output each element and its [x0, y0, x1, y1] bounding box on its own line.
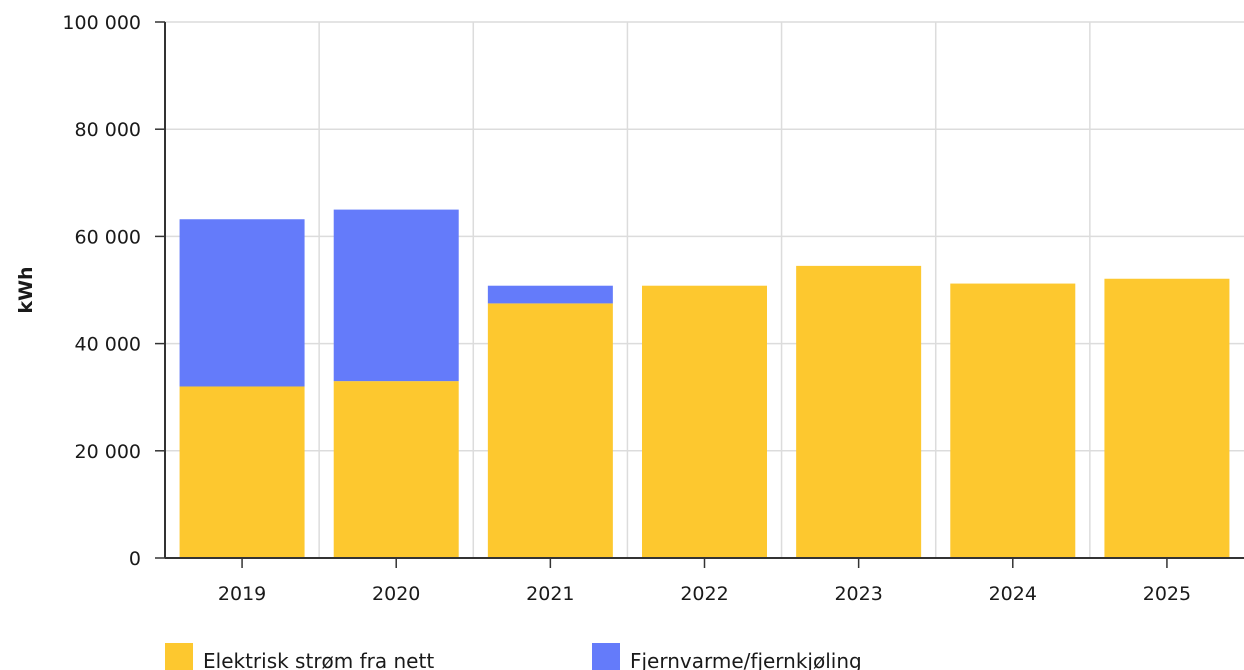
bar-elektrisk-strom-2024	[950, 283, 1076, 558]
y-tick-label: 20 000	[75, 441, 141, 463]
bar-elektrisk-strom-2025	[1104, 278, 1230, 558]
y-tick-label: 100 000	[62, 12, 141, 34]
y-tick-label: 80 000	[75, 119, 141, 141]
y-tick-label: 40 000	[75, 334, 141, 356]
bar-fjernvarme-2021	[487, 285, 613, 304]
x-tick-label: 2023	[834, 583, 882, 605]
y-axis-title: kWh	[15, 266, 37, 313]
bar-elektrisk-strom-2021	[487, 303, 613, 558]
legend[interactable]: Elektrisk strøm fra nett Fjernvarme/fjern…	[165, 643, 862, 670]
x-tick-label: 2020	[372, 583, 420, 605]
x-tick-label: 2025	[1143, 583, 1191, 605]
bar-fjernvarme-2019	[179, 219, 305, 387]
legend-item-fjernvarme[interactable]: Fjernvarme/fjernkjøling	[592, 643, 862, 670]
legend-item-elektrisk-strom[interactable]: Elektrisk strøm fra nett	[165, 643, 434, 670]
x-tick-label: 2021	[526, 583, 574, 605]
x-tick-label: 2024	[989, 583, 1037, 605]
x-tick-label: 2019	[218, 583, 266, 605]
x-tick-label: 2022	[680, 583, 728, 605]
bars	[179, 209, 1230, 558]
bar-fjernvarme-2020	[333, 209, 459, 382]
y-tick-label: 0	[129, 548, 141, 570]
axes: 0 20 000 40 000 60 000 80 000 100 000 2019 2020…	[62, 12, 1244, 605]
y-tick-label: 60 000	[75, 226, 141, 248]
legend-label: Fjernvarme/fjernkjøling	[630, 649, 862, 670]
legend-swatch	[592, 643, 620, 670]
bar-elektrisk-strom-2019	[179, 386, 305, 558]
legend-swatch	[165, 643, 193, 670]
legend-label: Elektrisk strøm fra nett	[203, 649, 434, 670]
bar-elektrisk-strom-2023	[796, 265, 922, 558]
bar-elektrisk-strom-2022	[642, 285, 767, 558]
bar-elektrisk-strom-2020	[333, 381, 459, 558]
